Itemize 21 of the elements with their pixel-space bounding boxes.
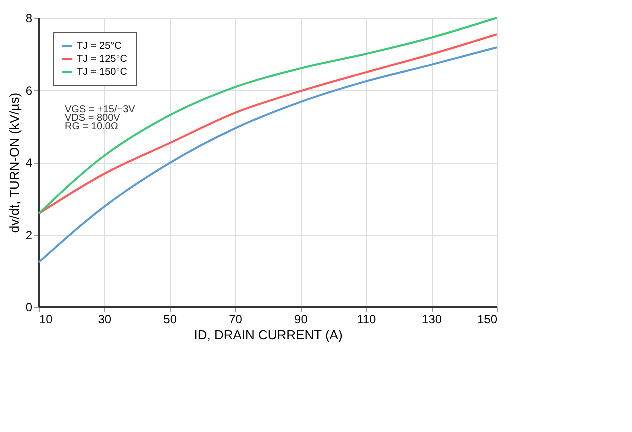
x-tick-label: 50 [164,312,178,326]
y-tick-label: 2 [26,228,33,242]
x-tick-label: 130 [422,312,442,326]
x-tick-label: 150 [477,312,498,326]
annotation: RG = 10.0Ω [65,122,119,133]
y-axis-title: dv/dt, TURN-ON (kV/µs) [6,92,22,234]
x-tick-label: 110 [357,312,377,326]
x-axis-title: ID, DRAIN CURRENT (A) [194,328,343,342]
y-tick-label: 8 [26,12,33,26]
legend-label: TJ = 25°C [77,41,122,52]
x-tick-label: 70 [229,312,243,326]
x-tick-label: 90 [294,312,308,326]
x-tick-label: 10 [40,312,54,326]
legend-label: TJ = 125°C [77,54,128,65]
annotation: VDS = 800V [65,113,121,124]
legend-label: TJ = 150°C [77,67,128,78]
y-tick-label: 4 [26,156,33,170]
x-tick-label: 30 [98,312,112,326]
y-tick-label: 6 [26,84,33,98]
y-tick-label: 0 [26,300,33,314]
annotation: VGS = +15/−3V [65,104,136,116]
